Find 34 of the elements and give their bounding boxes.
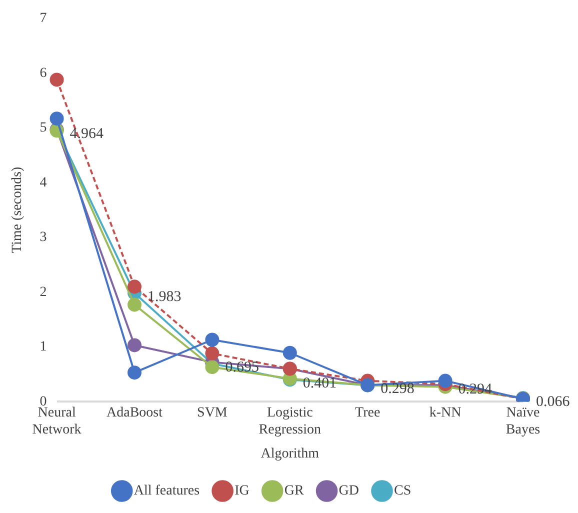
x-tick-label: k-NN bbox=[429, 406, 462, 421]
x-tick-label: Neural Network bbox=[32, 406, 82, 438]
x-tick-label: SVM bbox=[197, 406, 228, 421]
y-tick-label: 6 bbox=[40, 66, 47, 81]
point bbox=[282, 346, 297, 360]
y-tick-label: 4 bbox=[40, 175, 47, 190]
x-tick-label: Tree bbox=[355, 406, 380, 421]
data-label: 0.294 bbox=[458, 381, 493, 398]
data-label: 1.983 bbox=[148, 288, 182, 305]
data-label: 0.695 bbox=[225, 359, 259, 376]
point bbox=[205, 346, 220, 360]
y-tick-label: 5 bbox=[40, 120, 47, 136]
point bbox=[205, 360, 220, 374]
point bbox=[128, 298, 142, 312]
legend-label: All features bbox=[134, 484, 200, 499]
point bbox=[128, 366, 142, 380]
data-label: 4.964 bbox=[70, 126, 104, 142]
y-tick-label: 2 bbox=[40, 284, 47, 300]
point bbox=[128, 280, 142, 294]
point bbox=[128, 338, 142, 352]
x-axis-title: Algorithm bbox=[260, 446, 320, 462]
legend-label: CS bbox=[394, 484, 412, 499]
legend-label: GD bbox=[338, 484, 360, 499]
y-axis-title: Time (seconds) bbox=[10, 166, 26, 254]
x-tick-label: AdaBoost bbox=[106, 406, 163, 421]
point bbox=[205, 332, 220, 347]
legend-label: GR bbox=[284, 484, 304, 499]
point bbox=[50, 72, 64, 87]
y-tick-label: 7 bbox=[40, 11, 47, 26]
legend-label: IG bbox=[234, 484, 250, 499]
y-tick-label: 3 bbox=[40, 230, 47, 246]
y-tick-label: 1 bbox=[40, 340, 47, 355]
point bbox=[50, 112, 64, 126]
x-tick-label: Logistic Regression bbox=[258, 406, 322, 438]
